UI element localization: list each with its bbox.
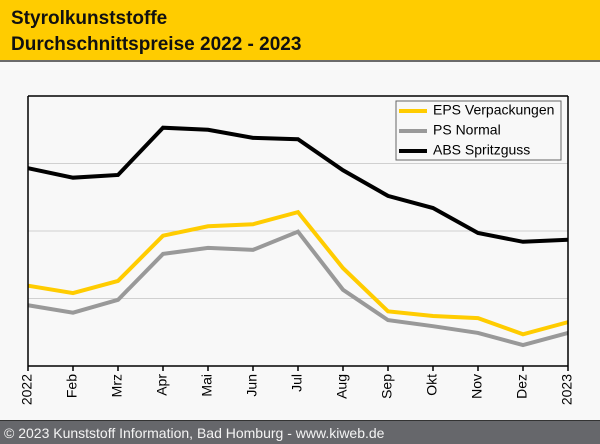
chart-header: Styrolkunststoffe Durchschnittspreise 20… [0,0,600,62]
legend-label: EPS Verpackungen [433,102,554,118]
x-tick-label: Apr [154,374,170,396]
series-layer [27,125,569,348]
x-tick-label: 2023 [559,374,575,405]
x-tick-label: Jul [289,374,305,392]
chart-title: Styrolkunststoffe [11,8,168,29]
axis-layer: 2022 Feb Mrz Apr Mai Jun Jul Aug Sep Okt Nov Dez 202… [19,95,575,405]
copyright-text: © 2023 Kunststoff Information, Bad Hombu… [4,425,385,441]
legend: EPS Verpackungen PS Normal ABS Spritzguss [395,100,562,161]
x-tick-label: Nov [469,374,485,399]
legend-label: ABS Spritzguss [433,142,530,158]
x-tick-label: Mrz [109,374,125,397]
x-tick-label: 2022 [19,374,35,405]
line-chart: 2022 Feb Mrz Apr Mai Jun Jul Aug Sep Okt Nov Dez 202… [19,95,575,405]
x-tick-label: Jun [244,374,260,397]
x-tick-label: Mai [199,374,215,397]
series-line-eps-verpackungen [27,209,569,337]
x-tick-label: Okt [424,374,440,396]
footer: © 2023 Kunststoff Information, Bad Hombu… [0,420,600,444]
x-tick-label: Dez [514,374,530,399]
series-line-abs-spritzguss [27,125,569,244]
chart-subtitle: Durchschnittspreise 2022 - 2023 [11,34,302,55]
x-tick-label: Aug [334,374,350,399]
legend-label: PS Normal [433,122,501,138]
x-tick-label: Sep [379,374,395,399]
chart-area: 2022 Feb Mrz Apr Mai Jun Jul Aug Sep Okt Nov Dez 202… [0,62,600,420]
series-line-ps-normal [27,229,569,348]
x-tick-label: Feb [64,374,80,398]
